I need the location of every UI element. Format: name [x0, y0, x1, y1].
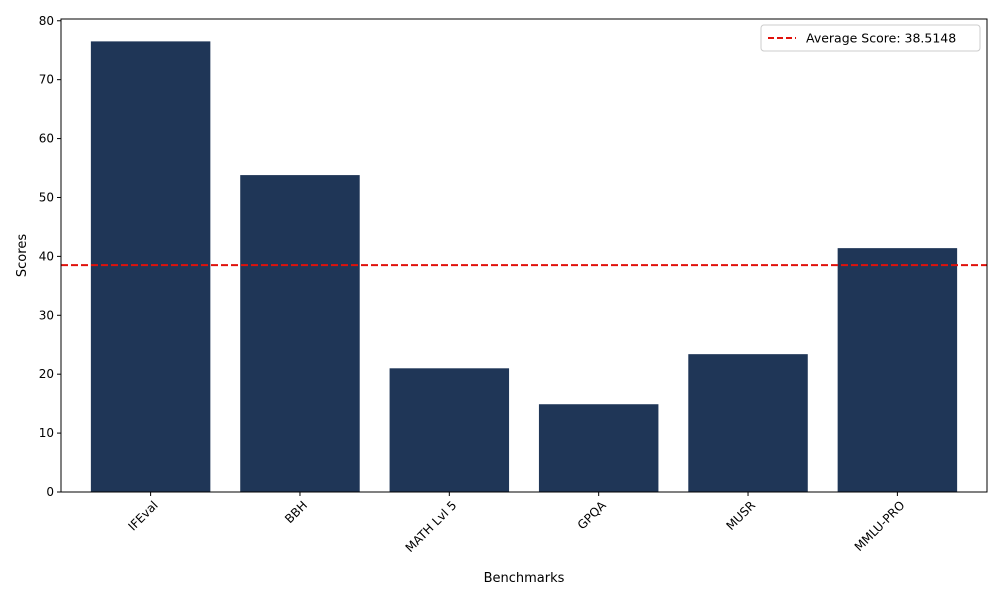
- legend-label: Average Score: 38.5148: [806, 31, 956, 46]
- y-axis-ticks: 0 10 20 30 40 50 60 70 80: [39, 14, 61, 499]
- x-tick-label: IFEval: [126, 498, 161, 533]
- legend: Average Score: 38.5148: [760, 24, 981, 52]
- plot-frame: [60, 18, 988, 493]
- y-tick-label: 10: [39, 426, 54, 440]
- bar-bbh: [240, 175, 360, 492]
- x-tick-label: MMLU-PRO: [852, 498, 908, 554]
- bar-musr: [688, 354, 808, 492]
- y-tick-label: 80: [39, 14, 54, 28]
- y-tick-label: 70: [39, 73, 54, 87]
- y-tick-label: 40: [39, 249, 54, 263]
- bar-mmlu-pro: [837, 248, 958, 492]
- y-tick-label: 20: [39, 367, 54, 381]
- y-tick-label: 0: [46, 485, 54, 499]
- x-tick-label: MUSR: [723, 498, 758, 533]
- x-tick-label: GPQA: [575, 498, 610, 533]
- bar-math-lvl-5: [389, 368, 510, 492]
- x-axis-ticks: IFEval BBH MATH Lvl 5 GPQA MUSR MMLU-PRO: [126, 492, 908, 555]
- legend-box: [760, 24, 981, 52]
- y-axis-label: Scores: [15, 234, 30, 277]
- y-tick-label: 50: [39, 190, 54, 204]
- y-tick-label: 60: [39, 132, 54, 146]
- bar-gpqa: [538, 404, 659, 492]
- x-tick-label: BBH: [282, 498, 310, 526]
- x-axis-label: Benchmarks: [484, 571, 565, 586]
- y-tick-label: 30: [39, 308, 54, 322]
- bars-layer: [90, 41, 958, 493]
- bar-ifeval: [90, 41, 211, 493]
- x-tick-label: MATH Lvl 5: [403, 498, 460, 555]
